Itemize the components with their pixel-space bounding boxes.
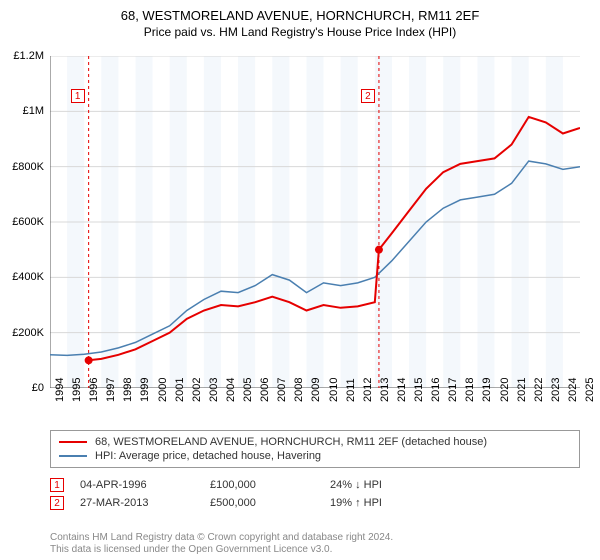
chart-title: 68, WESTMORELAND AVENUE, HORNCHURCH, RM1… — [0, 8, 600, 23]
legend-label: HPI: Average price, detached house, Have… — [95, 450, 321, 462]
x-tick-label: 2001 — [174, 378, 186, 402]
transaction-date: 04-APR-1996 — [80, 479, 210, 491]
x-tick-label: 1997 — [105, 378, 117, 402]
transaction-hpi-delta: 24% ↓ HPI — [330, 479, 450, 491]
chart-svg — [50, 56, 580, 388]
chart-container: 68, WESTMORELAND AVENUE, HORNCHURCH, RM1… — [0, 0, 600, 560]
footer-line-1: Contains HM Land Registry data © Crown c… — [50, 532, 393, 544]
x-tick-label: 1995 — [71, 378, 83, 402]
x-tick-label: 1998 — [122, 378, 134, 402]
y-tick-label: £800K — [0, 161, 44, 173]
y-tick-label: £1.2M — [0, 50, 44, 62]
x-tick-label: 2003 — [208, 378, 220, 402]
y-tick-label: £1M — [0, 105, 44, 117]
transaction-price: £500,000 — [210, 497, 330, 509]
x-tick-label: 2025 — [584, 378, 596, 402]
x-tick-label: 2000 — [157, 378, 169, 402]
y-tick-label: £400K — [0, 271, 44, 283]
transaction-hpi-delta: 19% ↑ HPI — [330, 497, 450, 509]
x-tick-label: 2007 — [276, 378, 288, 402]
legend-label: 68, WESTMORELAND AVENUE, HORNCHURCH, RM1… — [95, 436, 487, 448]
x-tick-label: 2023 — [550, 378, 562, 402]
x-tick-label: 2020 — [499, 378, 511, 402]
legend-swatch — [59, 441, 87, 443]
x-tick-label: 2006 — [259, 378, 271, 402]
x-tick-label: 2017 — [447, 378, 459, 402]
x-tick-label: 1996 — [88, 378, 100, 402]
legend-item-hpi: HPI: Average price, detached house, Have… — [59, 449, 571, 463]
x-tick-label: 2005 — [242, 378, 254, 402]
x-tick-label: 2024 — [567, 378, 579, 402]
legend-area: 68, WESTMORELAND AVENUE, HORNCHURCH, RM1… — [50, 430, 580, 512]
legend-series-box: 68, WESTMORELAND AVENUE, HORNCHURCH, RM1… — [50, 430, 580, 468]
transaction-marker-badge: 1 — [50, 478, 64, 492]
title-block: 68, WESTMORELAND AVENUE, HORNCHURCH, RM1… — [0, 0, 600, 39]
x-tick-label: 1994 — [54, 378, 66, 402]
x-tick-label: 2004 — [225, 378, 237, 402]
transaction-row-1: 1 04-APR-1996£100,00024% ↓ HPI — [50, 476, 580, 494]
transaction-price: £100,000 — [210, 479, 330, 491]
x-tick-label: 2013 — [379, 378, 391, 402]
transaction-points-table: 1 04-APR-1996£100,00024% ↓ HPI 2 27-MAR-201… — [50, 476, 580, 512]
x-tick-label: 2015 — [413, 378, 425, 402]
y-tick-label: £200K — [0, 327, 44, 339]
footer-line-2: This data is licensed under the Open Gov… — [50, 544, 393, 556]
x-tick-label: 2002 — [191, 378, 203, 402]
x-tick-label: 2019 — [481, 378, 493, 402]
chart-subtitle: Price paid vs. HM Land Registry's House … — [0, 25, 600, 39]
x-tick-label: 2018 — [464, 378, 476, 402]
x-tick-label: 2022 — [533, 378, 545, 402]
x-tick-label: 2009 — [310, 378, 322, 402]
transaction-marker-badge: 2 — [50, 496, 64, 510]
x-tick-label: 2011 — [345, 378, 357, 402]
x-tick-label: 1999 — [139, 378, 151, 402]
y-tick-label: £0 — [0, 382, 44, 394]
chart-plot-area: £0£200K£400K£600K£800K£1M£1.2M 199419951… — [50, 56, 580, 388]
x-tick-label: 2012 — [362, 378, 374, 402]
y-tick-label: £600K — [0, 216, 44, 228]
chart-marker-2: 2 — [361, 89, 375, 103]
x-tick-label: 2016 — [430, 378, 442, 402]
x-tick-label: 2014 — [396, 378, 408, 402]
transaction-date: 27-MAR-2013 — [80, 497, 210, 509]
transaction-row-2: 2 27-MAR-2013£500,00019% ↑ HPI — [50, 494, 580, 512]
footer-attribution: Contains HM Land Registry data © Crown c… — [50, 532, 393, 556]
x-tick-label: 2010 — [328, 378, 340, 402]
x-tick-label: 2008 — [293, 378, 305, 402]
chart-marker-1: 1 — [71, 89, 85, 103]
legend-swatch — [59, 455, 87, 457]
x-tick-label: 2021 — [516, 378, 528, 402]
legend-item-price_paid: 68, WESTMORELAND AVENUE, HORNCHURCH, RM1… — [59, 435, 571, 449]
